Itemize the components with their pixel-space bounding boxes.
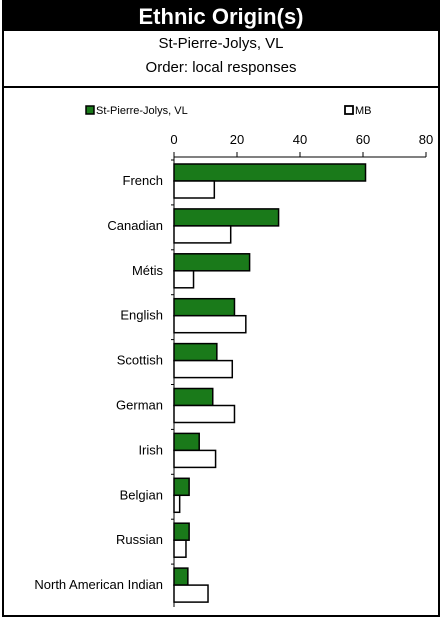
bar-mb xyxy=(173,359,234,379)
legend-swatch-mb xyxy=(344,105,354,115)
bar-mb xyxy=(173,404,236,424)
legend-label-local: St-Pierre-Jolys, VL xyxy=(96,105,188,117)
category-label: Irish xyxy=(138,442,163,457)
chart-subtitle: St-Pierre-Jolys, VL xyxy=(158,35,284,52)
bar-local xyxy=(173,432,200,452)
bar-mb xyxy=(173,180,216,199)
bar-local xyxy=(173,477,190,497)
category-label: Scottish xyxy=(117,353,163,368)
bar-mb xyxy=(173,225,232,244)
bar-mb xyxy=(173,314,247,334)
bar-local xyxy=(173,163,367,182)
bar-local xyxy=(173,522,190,541)
order-note: Order: local responses xyxy=(145,59,297,76)
category-label: Belgian xyxy=(120,487,163,502)
category-label: English xyxy=(120,308,163,323)
category-label: North American Indian xyxy=(34,577,163,592)
bar-mb xyxy=(173,494,181,514)
bar-local xyxy=(173,297,236,317)
category-label: German xyxy=(116,398,163,413)
bar-mb xyxy=(173,539,187,558)
bar-local xyxy=(173,387,214,407)
category-label: Métis xyxy=(132,263,164,278)
chart-title: Ethnic Origin(s) xyxy=(4,2,438,31)
x-tick-label: 0 xyxy=(170,132,177,147)
bar-local xyxy=(173,342,218,362)
x-tick-label: 80 xyxy=(419,132,433,147)
bar-mb xyxy=(173,584,209,603)
bar-mb xyxy=(173,270,195,289)
x-tick-label: 60 xyxy=(356,132,370,147)
bar-local xyxy=(173,208,280,227)
bar-mb xyxy=(173,449,217,469)
header-divider xyxy=(4,86,438,88)
x-tick-label: 20 xyxy=(230,132,244,147)
bar-local xyxy=(173,567,189,586)
category-label: French xyxy=(123,173,163,188)
legend-swatch-local xyxy=(85,105,95,115)
x-tick-label: 40 xyxy=(293,132,307,147)
legend-label-mb: MB xyxy=(355,105,372,117)
bar-local xyxy=(173,253,251,272)
category-label: Canadian xyxy=(107,218,163,233)
category-label: Russian xyxy=(116,532,163,547)
